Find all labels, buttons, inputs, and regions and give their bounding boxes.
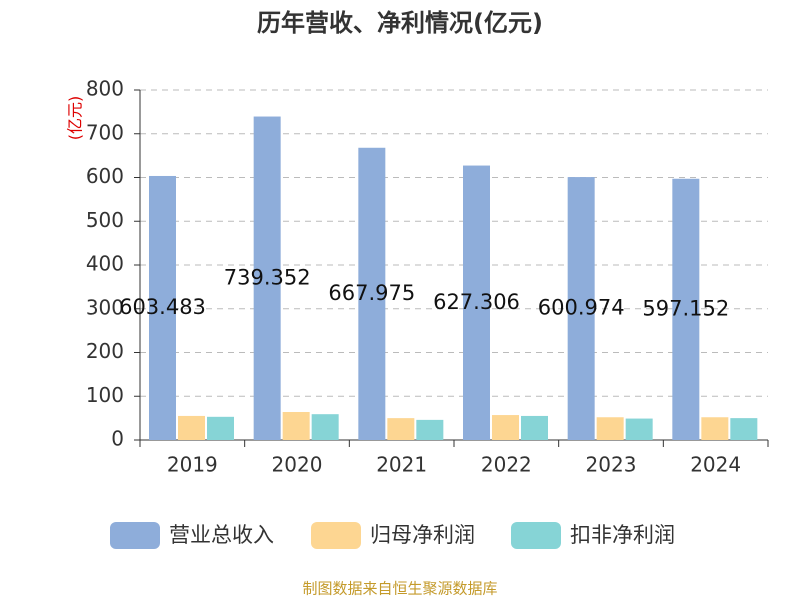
value-label: 600.974	[538, 296, 625, 320]
y-tick-label: 800	[86, 77, 124, 101]
y-tick-label: 600	[86, 164, 124, 188]
y-tick-label: 200	[86, 339, 124, 363]
bar	[463, 165, 490, 440]
x-tick-label: 2022	[481, 453, 532, 477]
bar	[492, 415, 519, 440]
bar	[730, 418, 758, 440]
bar	[567, 177, 595, 441]
value-label: 603.483	[119, 295, 206, 319]
bar	[387, 418, 415, 440]
y-tick-label: 500	[86, 208, 124, 232]
bar	[253, 116, 281, 440]
bar	[625, 418, 653, 440]
bar	[701, 417, 729, 440]
x-tick-label: 2024	[690, 453, 741, 477]
legend-swatch	[110, 522, 160, 549]
value-label: 597.152	[642, 296, 729, 320]
bar	[149, 175, 176, 440]
bar	[596, 417, 624, 440]
y-axis-unit: (亿元)	[66, 96, 85, 141]
x-tick-label: 2019	[167, 453, 218, 477]
y-tick-label: 0	[111, 427, 124, 451]
bar	[207, 416, 234, 440]
y-tick-label: 300	[86, 295, 124, 319]
x-tick-label: 2020	[272, 453, 323, 477]
value-label: 739.352	[224, 265, 311, 289]
y-tick-label: 400	[86, 252, 124, 276]
legend-swatch	[511, 522, 561, 549]
y-tick-label: 700	[86, 120, 124, 144]
legend-label: 扣非净利润	[570, 523, 675, 547]
y-tick-label: 100	[86, 383, 124, 407]
value-label: 667.975	[328, 281, 415, 305]
value-label: 627.306	[433, 290, 520, 314]
legend-swatch	[311, 522, 361, 549]
bar	[311, 414, 339, 440]
bar	[178, 415, 205, 440]
bar	[358, 147, 386, 441]
source-note: 制图数据来自恒生聚源数据库	[302, 580, 497, 598]
bar	[672, 178, 700, 440]
x-tick-label: 2021	[376, 453, 427, 477]
bar	[282, 412, 310, 440]
legend-label: 营业总收入	[169, 523, 274, 547]
bar	[521, 415, 548, 440]
chart-title: 历年营收、净利情况(亿元)	[257, 9, 543, 37]
legend-label: 归母净利润	[370, 523, 475, 547]
x-tick-label: 2023	[586, 453, 637, 477]
bar	[416, 419, 444, 440]
